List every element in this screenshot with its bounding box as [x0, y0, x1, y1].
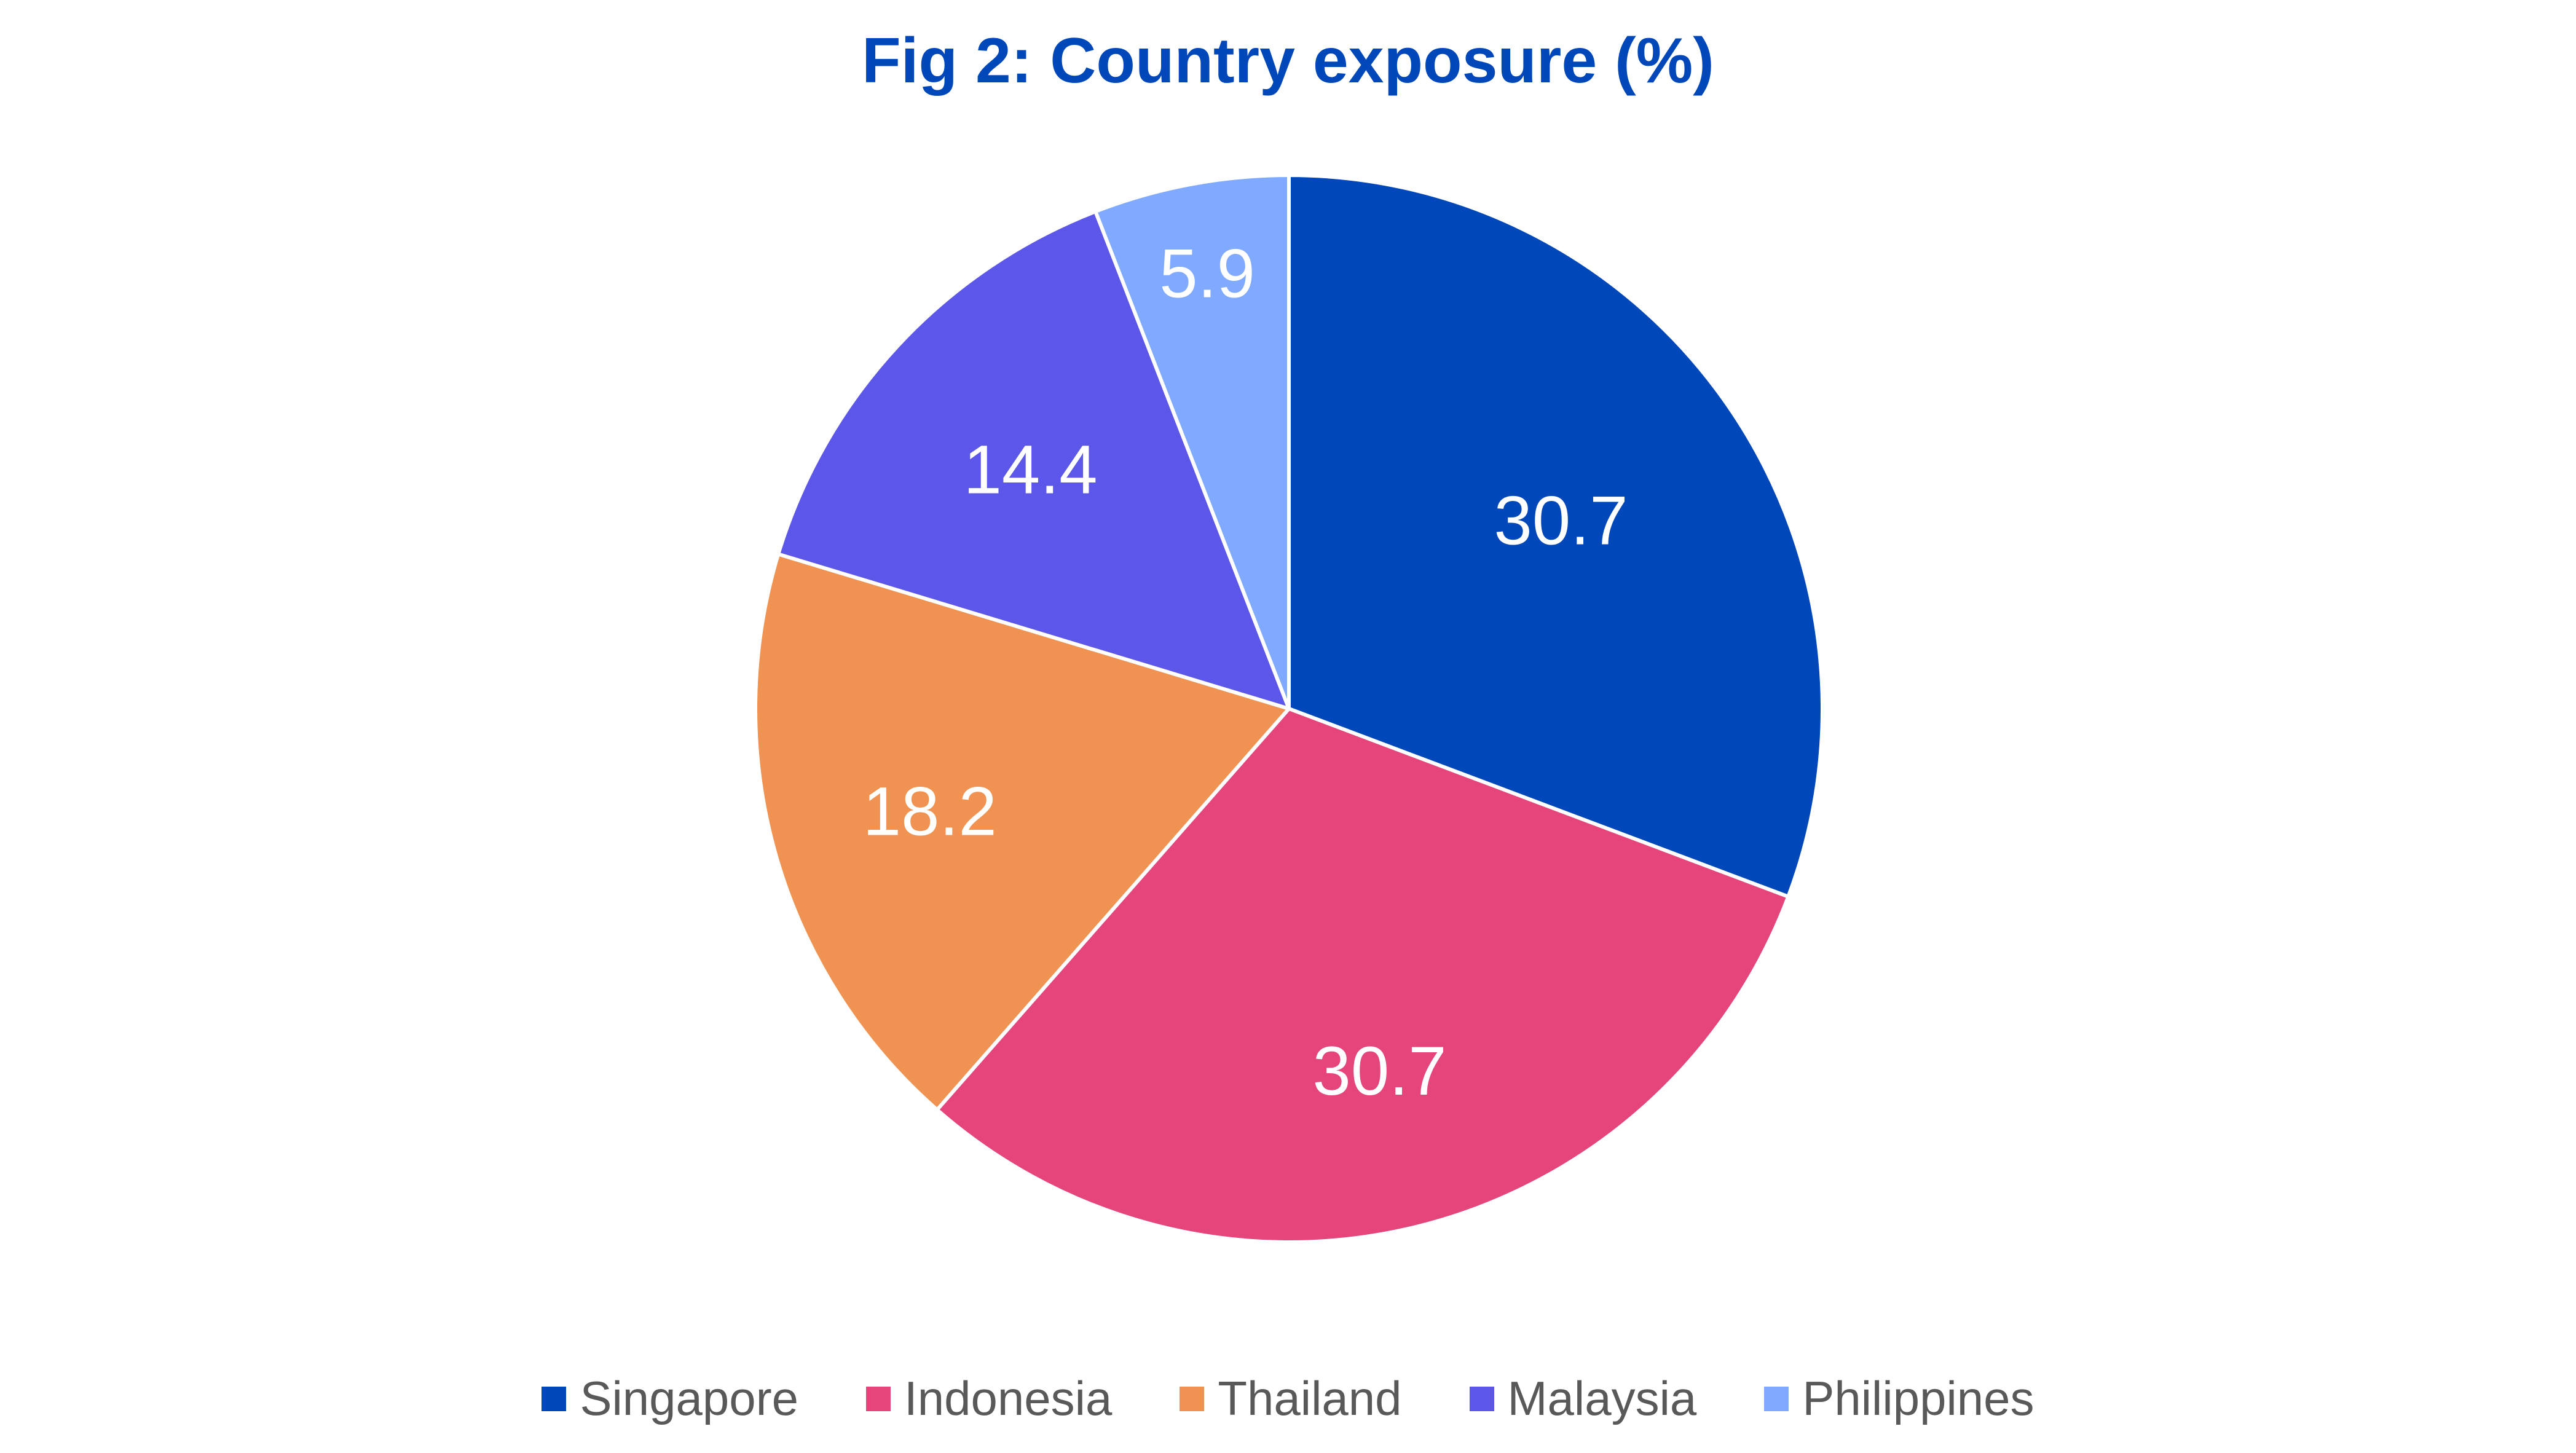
- legend-swatch-indonesia: [866, 1386, 891, 1411]
- data-label-singapore: 30.7: [1494, 482, 1628, 559]
- data-label-philippines: 5.9: [1159, 235, 1255, 312]
- legend-swatch-malaysia: [1469, 1386, 1494, 1411]
- data-label-thailand: 18.2: [863, 773, 997, 849]
- chart-title: Fig 2: Country exposure (%): [862, 25, 1714, 96]
- legend-label: Indonesia: [904, 1371, 1113, 1425]
- pie-slice-singapore[interactable]: [1287, 173, 1824, 899]
- legend-swatch-singapore: [542, 1386, 567, 1411]
- legend-swatch-philippines: [1764, 1386, 1789, 1411]
- legend-item-malaysia[interactable]: Malaysia: [1469, 1371, 1697, 1427]
- legend-label: Singapore: [580, 1371, 799, 1425]
- pie-slice-thailand[interactable]: [754, 552, 1291, 1112]
- legend-label: Philippines: [1802, 1371, 2034, 1425]
- legend: Singapore Indonesia Thailand Malaysia Ph…: [0, 1371, 2576, 1427]
- pie-slice-philippines[interactable]: [1093, 173, 1291, 711]
- legend-label: Malaysia: [1507, 1371, 1697, 1425]
- pie-slice-malaysia[interactable]: [776, 210, 1291, 711]
- legend-label: Thailand: [1218, 1371, 1402, 1425]
- pie-data-labels: 30.7 30.7 18.2 14.4 5.9: [863, 235, 1628, 1109]
- pie-slice-indonesia[interactable]: [935, 707, 1790, 1244]
- data-label-indonesia: 30.7: [1313, 1033, 1447, 1109]
- legend-swatch-thailand: [1180, 1386, 1205, 1411]
- legend-item-thailand[interactable]: Thailand: [1180, 1371, 1402, 1427]
- legend-item-indonesia[interactable]: Indonesia: [866, 1371, 1112, 1427]
- legend-item-singapore[interactable]: Singapore: [542, 1371, 798, 1427]
- data-label-malaysia: 14.4: [964, 431, 1098, 508]
- pie-slices: [754, 173, 1824, 1244]
- legend-item-philippines[interactable]: Philippines: [1764, 1371, 2034, 1427]
